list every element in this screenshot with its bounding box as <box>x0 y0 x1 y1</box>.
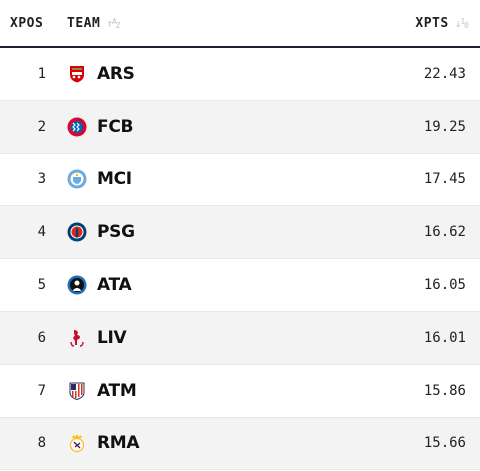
xpts-header[interactable]: XPTS ↓10 <box>415 16 480 31</box>
xpos-cell: 6 <box>37 329 46 346</box>
xpos-cell: 1 <box>37 65 46 82</box>
table-row[interactable]: 7 ATM 15.86 <box>0 365 480 418</box>
team-cell: PSG <box>56 222 424 242</box>
xpts-cell: 16.05 <box>423 277 466 294</box>
team-cell: RMA <box>56 433 424 453</box>
team-abbr: FCB <box>97 116 134 137</box>
arsenal-crest-icon <box>70 65 84 83</box>
team-abbr: ATM <box>97 380 137 401</box>
bayern-crest-icon <box>67 117 87 137</box>
team-abbr: PSG <box>97 222 135 243</box>
team-header[interactable]: TEAM ↑AZ <box>56 16 415 31</box>
table-row[interactable]: 3 MCI 17.45 <box>0 154 480 207</box>
table-row[interactable]: 1 ARS 22.43 <box>0 48 480 101</box>
team-abbr: LIV <box>97 327 127 348</box>
xpos-cell: 2 <box>37 118 46 135</box>
xpos-header-label: XPOS <box>10 15 44 31</box>
team-cell: ARS <box>56 64 424 84</box>
team-abbr: MCI <box>97 169 132 190</box>
xpos-cell: 3 <box>37 171 46 188</box>
team-header-label: TEAM <box>67 15 101 31</box>
xpts-cell: 15.66 <box>423 435 466 452</box>
psg-crest-icon <box>67 222 87 242</box>
atletico-crest-icon <box>69 382 85 400</box>
team-cell: LIV <box>56 328 424 348</box>
team-cell: ATM <box>56 381 424 401</box>
table-row[interactable]: 4 PSG 16.62 <box>0 206 480 260</box>
real-madrid-crest-icon <box>69 434 85 453</box>
xpts-cell: 16.62 <box>423 224 466 241</box>
table-row[interactable]: 2 FCB 19.25 <box>0 100 480 154</box>
xpts-cell: 16.01 <box>423 329 466 346</box>
xpos-cell: 7 <box>37 382 46 399</box>
xpts-cell: 17.45 <box>423 171 466 188</box>
xpts-cell: 15.86 <box>423 382 466 399</box>
table-row[interactable]: 5 ATA 16.05 <box>0 259 480 312</box>
atalanta-crest-icon <box>67 275 87 295</box>
man-city-crest-icon <box>67 169 87 189</box>
team-cell: MCI <box>56 169 424 189</box>
xpos-header[interactable]: XPOS <box>0 16 56 31</box>
liverpool-crest-icon <box>70 329 84 347</box>
table-header: XPOS TEAM ↑AZ XPTS ↓10 <box>0 0 480 48</box>
team-abbr: ARS <box>97 63 135 84</box>
team-abbr: RMA <box>97 433 140 454</box>
sort-numeric-icon[interactable]: ↓10 <box>454 16 469 30</box>
xpts-cell: 19.25 <box>423 118 466 135</box>
team-abbr: ATA <box>97 275 132 296</box>
table-row[interactable]: 6 LIV 16.01 <box>0 311 480 365</box>
table-row[interactable]: 8 RMA 15.66 <box>0 417 480 471</box>
team-cell: ATA <box>56 275 424 295</box>
xpts-header-label: XPTS <box>415 15 449 31</box>
xpts-cell: 22.43 <box>423 65 466 82</box>
team-cell: FCB <box>56 117 424 137</box>
xpos-cell: 4 <box>37 224 46 241</box>
sort-alpha-icon[interactable]: ↑AZ <box>106 16 120 30</box>
xpos-cell: 5 <box>37 277 46 294</box>
xpos-cell: 8 <box>37 435 46 452</box>
